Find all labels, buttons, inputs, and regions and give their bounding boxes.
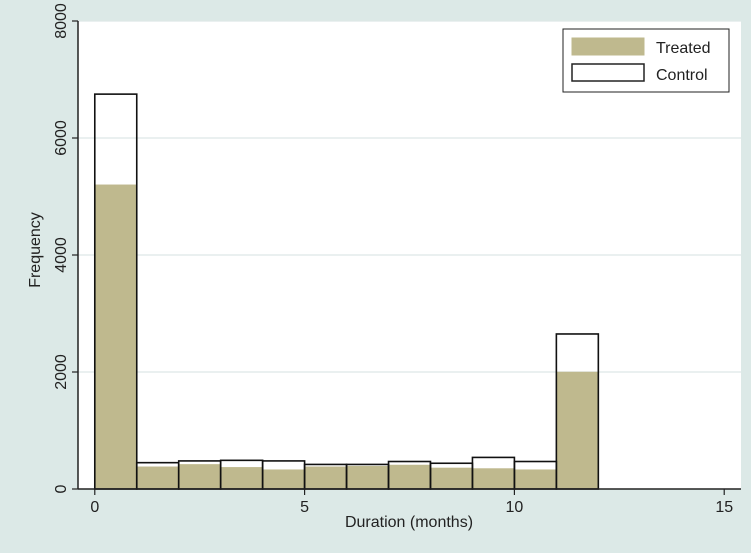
- bar-treated: [304, 466, 347, 490]
- x-axis-label: Duration (months): [345, 514, 473, 531]
- bar-treated: [388, 464, 431, 490]
- legend: Treated Control: [562, 28, 730, 93]
- gridlines: [78, 20, 741, 373]
- y-tick-label: 8000: [53, 3, 70, 39]
- y-tick-label: 6000: [53, 120, 70, 156]
- bar-treated: [220, 467, 263, 490]
- x-tick-label: 0: [90, 499, 99, 516]
- tick-labels: 0 2000 4000 6000 8000 0 5 10 15: [53, 3, 733, 516]
- x-tick-label: 10: [506, 499, 524, 516]
- y-axis-label: Frequency: [27, 212, 44, 288]
- y-tick-label: 2000: [53, 354, 70, 390]
- y-tick-label: 4000: [53, 237, 70, 273]
- bar-treated: [94, 184, 137, 490]
- x-tick-label: 5: [300, 499, 309, 516]
- bar-treated: [556, 371, 599, 490]
- legend-swatch-treated: [571, 37, 645, 56]
- bar-treated: [472, 468, 515, 490]
- legend-swatch-control: [571, 63, 645, 82]
- bar-treated: [346, 465, 389, 490]
- bars: [93, 93, 600, 490]
- bar-treated: [514, 469, 557, 490]
- bar-treated: [178, 464, 221, 490]
- bar-treated: [430, 467, 473, 490]
- bar-treated: [136, 466, 179, 490]
- y-tick-label: 0: [53, 484, 70, 493]
- bar-treated: [262, 469, 305, 490]
- x-tick-label: 15: [715, 499, 733, 516]
- legend-label-treated: Treated: [656, 40, 711, 57]
- legend-label-control: Control: [656, 67, 708, 84]
